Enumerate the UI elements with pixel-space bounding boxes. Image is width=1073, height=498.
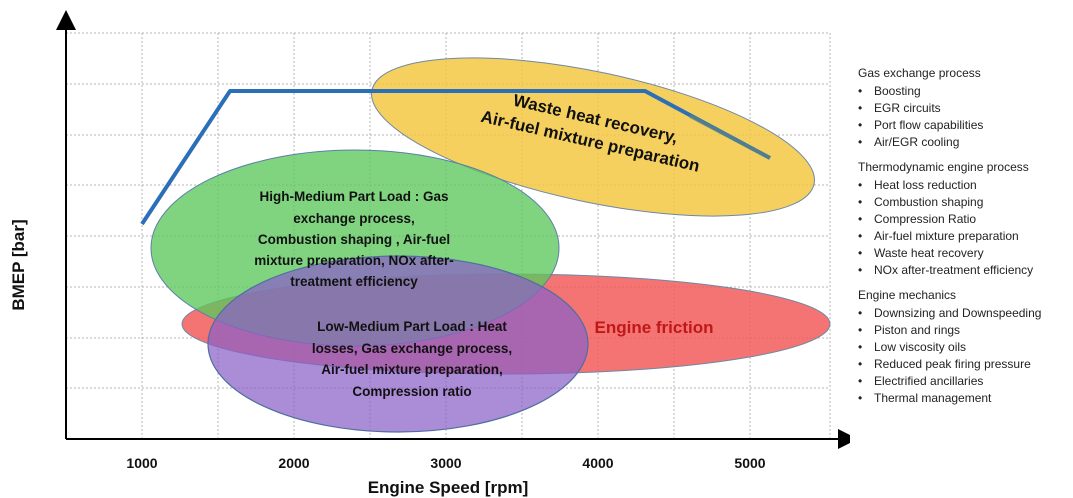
y-axis-title: BMEP [bar] (9, 219, 28, 310)
full-load-curve-overlap (689, 114, 771, 160)
high-medium-load-label: High-Medium Part Load : Gas exchange pro… (254, 189, 454, 289)
group-title: Thermodynamic engine process (858, 160, 1029, 174)
engine-mechanics-group: Engine mechanics Downsizing and Downspee… (858, 287, 1070, 407)
low-medium-load-label-line: Compression ratio (352, 384, 471, 399)
thermodynamic-group: Thermodynamic engine process Heat loss r… (858, 159, 1070, 279)
list-item: Downsizing and Downspeeding (858, 305, 1070, 322)
high-medium-load-label-line: exchange process, (293, 211, 415, 226)
list-item: Boosting (858, 83, 1070, 100)
x-tick-label: 5000 (734, 455, 765, 471)
list-item: Low viscosity oils (858, 339, 1070, 356)
high-medium-load-label-line: treatment efficiency (290, 274, 418, 289)
list-item: Combustion shaping (858, 194, 1070, 211)
list-item: Compression Ratio (858, 211, 1070, 228)
low-medium-load-label-line: losses, Gas exchange process, (312, 341, 512, 356)
high-medium-load-label-line: High-Medium Part Load : Gas (259, 189, 448, 204)
x-tick-label: 2000 (278, 455, 309, 471)
list-item: NOx after-treatment efficiency (858, 262, 1070, 279)
list-item: Thermal management (858, 390, 1070, 407)
list-item: Electrified ancillaries (858, 373, 1070, 390)
engine-friction-label: Engine friction (595, 318, 714, 337)
list-item: Reduced peak firing pressure (858, 356, 1070, 373)
item-list: Downsizing and Downspeeding Piston and r… (858, 305, 1070, 407)
group-title: Gas exchange process (858, 66, 981, 80)
bmep-speed-diagram: 1000 2000 3000 4000 5000 Engine Speed [r… (9, 10, 850, 497)
list-item: Port flow capabilities (858, 117, 1070, 134)
list-item: Air-fuel mixture preparation (858, 228, 1070, 245)
gas-exchange-group: Gas exchange process Boosting EGR circui… (858, 65, 1070, 151)
low-medium-load-label: Low-Medium Part Load : Heat losses, Gas … (312, 319, 512, 399)
item-list: Heat loss reduction Combustion shaping C… (858, 177, 1070, 279)
x-axis-title: Engine Speed [rpm] (368, 478, 529, 497)
low-medium-load-label-line: Air-fuel mixture preparation, (321, 362, 503, 377)
x-tick-label: 4000 (582, 455, 613, 471)
list-item: Heat loss reduction (858, 177, 1070, 194)
item-list: Boosting EGR circuits Port flow capabili… (858, 83, 1070, 151)
high-medium-load-label-line: mixture preparation, NOx after- (254, 253, 454, 268)
list-item: Waste heat recovery (858, 245, 1070, 262)
low-medium-load-region (207, 255, 589, 433)
x-tick-label: 3000 (430, 455, 461, 471)
levers-panel: Gas exchange process Boosting EGR circui… (858, 65, 1070, 415)
list-item: Piston and rings (858, 322, 1070, 339)
low-medium-load-label-line: Low-Medium Part Load : Heat (317, 319, 507, 334)
x-tick-label: 1000 (126, 455, 157, 471)
high-medium-load-label-line: Combustion shaping , Air-fuel (258, 232, 450, 247)
group-title: Engine mechanics (858, 288, 957, 302)
list-item: EGR circuits (858, 100, 1070, 117)
list-item: Air/EGR cooling (858, 134, 1070, 151)
